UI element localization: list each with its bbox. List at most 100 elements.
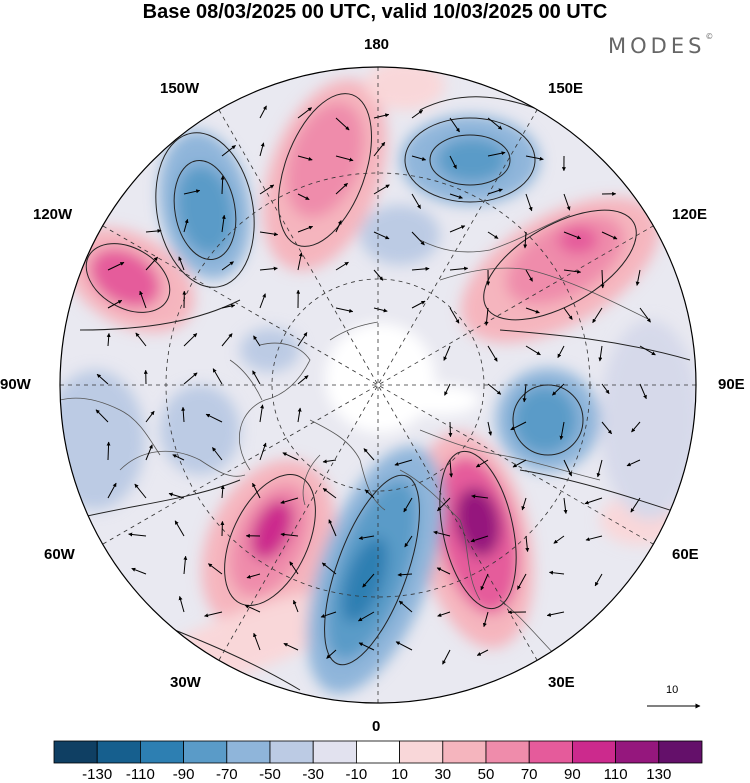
wind-arrow xyxy=(358,611,375,622)
wind-arrow xyxy=(107,482,117,499)
wind-arrow xyxy=(259,184,275,195)
wind-arrow xyxy=(411,193,421,209)
wind-arrow xyxy=(398,600,413,613)
wind-arrow xyxy=(297,252,303,271)
wind-arrow xyxy=(563,307,573,320)
wind-arrow xyxy=(107,261,125,271)
wind-arrow xyxy=(335,117,350,131)
wind-arrow xyxy=(411,266,430,271)
wind-arrow xyxy=(204,611,223,618)
colorbar-swatch xyxy=(658,740,703,764)
wind-arrow xyxy=(135,332,147,347)
lon-label-180: 180 xyxy=(364,36,390,53)
wind-arrow xyxy=(246,573,261,579)
colorbar-swatch xyxy=(355,740,400,764)
wind-arrow xyxy=(449,225,466,233)
wind-arrow xyxy=(183,372,198,385)
wind-arrow xyxy=(512,459,527,468)
wind-arrow xyxy=(484,307,489,326)
wind-arrow xyxy=(411,155,427,161)
wind-arrow xyxy=(487,188,503,195)
wind-arrow xyxy=(585,535,603,542)
wind-arrow xyxy=(280,497,299,504)
lon-label-30w: 30W xyxy=(170,674,201,691)
wind-arrow xyxy=(601,383,610,394)
wind-arrow xyxy=(600,269,605,289)
wind-arrow xyxy=(411,109,423,119)
wind-arrow xyxy=(145,444,153,461)
wind-arrow xyxy=(635,269,641,286)
wind-arrow xyxy=(259,266,278,271)
wind-arrow xyxy=(404,535,413,548)
colorbar-swatch xyxy=(312,740,357,764)
wind-arrow xyxy=(476,649,489,656)
lon-label-60w: 60W xyxy=(44,546,75,563)
wind-arrow xyxy=(487,231,499,239)
wind-arrow xyxy=(96,373,109,385)
wind-arrow xyxy=(411,231,425,246)
wind-arrow xyxy=(487,151,506,157)
wind-arrow xyxy=(362,573,375,588)
wind-vectors xyxy=(95,105,656,665)
wind-arrow xyxy=(280,532,299,537)
wind-arrow xyxy=(563,269,582,274)
wind-arrow xyxy=(373,269,384,281)
lon-label-30e: 30E xyxy=(548,674,575,691)
wind-arrow xyxy=(292,599,299,613)
wind-arrow xyxy=(131,567,147,575)
wind-arrow xyxy=(335,155,354,162)
wind-arrow xyxy=(548,570,565,575)
wind-arrow xyxy=(183,333,198,347)
vector-scale-arrow xyxy=(647,703,701,709)
wind-arrow xyxy=(335,307,354,313)
wind-arrow xyxy=(470,535,489,543)
wind-arrow xyxy=(598,345,603,362)
wind-arrow xyxy=(297,407,302,423)
wind-arrow xyxy=(449,193,463,199)
wind-arrow xyxy=(208,563,223,575)
brand-logo: MODES© xyxy=(608,32,713,58)
map-boundary xyxy=(59,66,697,704)
wind-arrow xyxy=(411,300,426,309)
colorbar-tick-label: 110 xyxy=(603,766,628,783)
wind-arrow xyxy=(95,409,109,423)
wind-arrow xyxy=(394,459,413,466)
colorbar-tick-label: 90 xyxy=(564,766,581,783)
wind-arrow xyxy=(259,142,265,157)
wind-arrow xyxy=(221,304,236,309)
lon-label-150w: 150W xyxy=(160,80,200,97)
wind-arrow xyxy=(373,231,390,240)
wind-arrow xyxy=(601,421,613,435)
wind-arrow xyxy=(480,573,489,591)
wind-arrow xyxy=(320,611,337,618)
wind-arrow xyxy=(106,332,111,347)
colorbar xyxy=(53,740,703,764)
wind-arrow xyxy=(335,182,348,195)
wind-arrow xyxy=(639,383,647,400)
wind-arrow xyxy=(253,632,261,651)
wind-arrow xyxy=(397,572,413,577)
wind-arrow xyxy=(212,368,223,385)
wind-arrow xyxy=(443,345,451,361)
colorbar-swatch xyxy=(399,740,444,764)
wind-arrow xyxy=(525,193,533,212)
wind-arrow xyxy=(297,225,314,233)
wind-arrow xyxy=(626,459,641,467)
wind-arrow xyxy=(525,269,533,282)
colorbar-tick-label: 50 xyxy=(477,766,495,783)
lon-label-120w: 120W xyxy=(33,206,73,223)
wind-arrow xyxy=(449,155,457,170)
wind-arrow xyxy=(283,642,299,651)
wind-arrow xyxy=(444,383,451,396)
wind-arrow xyxy=(181,406,186,423)
wind-arrow xyxy=(259,442,267,461)
wind-arrow xyxy=(134,483,147,499)
wind-arrow xyxy=(487,117,503,130)
wind-arrow xyxy=(584,497,603,505)
wind-arrow xyxy=(525,535,530,552)
wind-arrow xyxy=(259,231,279,237)
wind-arrow xyxy=(183,218,189,233)
wind-arrow xyxy=(322,459,337,464)
wind-arrow xyxy=(592,307,603,324)
colorbar-swatch xyxy=(226,740,271,764)
